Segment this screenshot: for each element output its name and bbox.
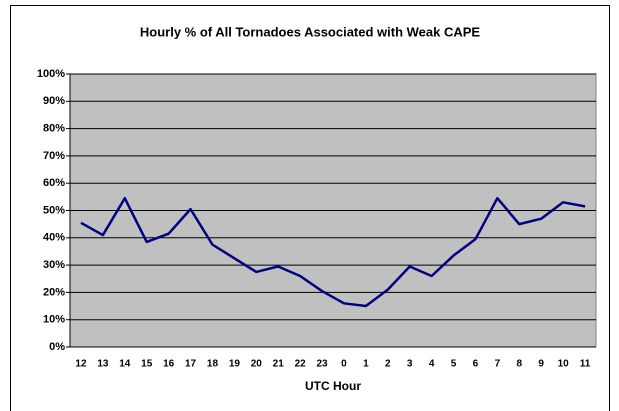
y-tick-label: 90% [43, 95, 65, 107]
x-tick-label: 22 [295, 359, 307, 370]
x-tick-label: 13 [97, 359, 109, 370]
x-tick-label: 0 [341, 359, 347, 370]
y-tick-label: 0% [49, 341, 65, 353]
x-tick-label: 7 [495, 359, 501, 370]
x-tick-label: 3 [407, 359, 413, 370]
x-tick-label: 5 [451, 359, 457, 370]
x-tick-label: 18 [207, 359, 219, 370]
x-tick-label: 21 [273, 359, 285, 370]
y-tick-label: 10% [43, 314, 65, 326]
x-tick-label: 14 [119, 359, 131, 370]
x-tick-label: 2 [385, 359, 391, 370]
y-tick-label: 60% [43, 177, 65, 189]
x-tick-label: 17 [185, 359, 197, 370]
data-line [80, 196, 586, 308]
x-tick-label: 23 [316, 359, 328, 370]
x-axis-title: UTC Hour [305, 379, 361, 393]
y-tick-label: 20% [43, 286, 65, 298]
y-tick-label: 30% [43, 259, 65, 271]
x-tick-label: 15 [141, 359, 153, 370]
x-tick-label: 1 [363, 359, 369, 370]
x-tick-label: 4 [429, 359, 435, 370]
x-tick-label: 6 [473, 359, 479, 370]
y-tick-label: 40% [43, 232, 65, 244]
x-tick-label: 10 [558, 359, 570, 370]
y-tick-label: 80% [43, 123, 65, 135]
x-tick-label: 12 [75, 359, 87, 370]
x-tick-label: 11 [580, 359, 591, 370]
x-tick-label: 8 [517, 359, 523, 370]
y-tick-label: 50% [43, 204, 65, 216]
x-tick-label: 9 [538, 359, 544, 370]
x-tick-label: 20 [251, 359, 263, 370]
x-tick-label: 16 [163, 359, 175, 370]
y-tick-label: 100% [37, 68, 65, 80]
y-tick-label: 70% [43, 150, 65, 162]
x-tick-label: 19 [229, 359, 241, 370]
chart-title: Hourly % of All Tornadoes Associated wit… [140, 24, 481, 39]
